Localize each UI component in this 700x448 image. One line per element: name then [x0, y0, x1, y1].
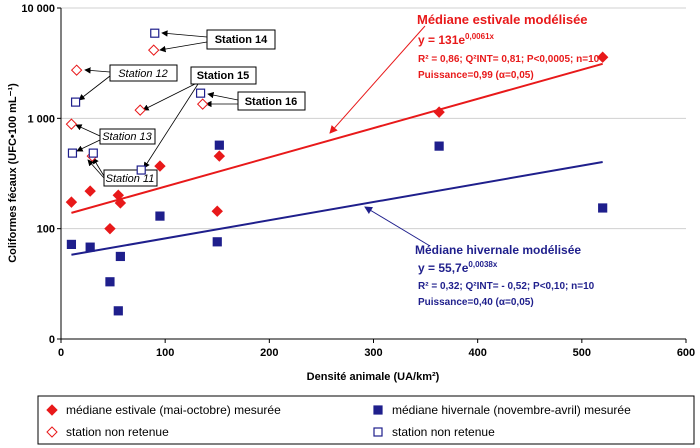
- annotation-arrow: [364, 206, 431, 247]
- square-marker: [195, 88, 206, 98]
- diamond-marker: [196, 98, 209, 110]
- legend-marker: [373, 405, 383, 415]
- square-marker: [115, 251, 125, 262]
- annotation: Puissance=0,40 (α=0,05): [418, 297, 534, 308]
- annotation: Médiane hivernale modélisée: [415, 243, 581, 257]
- legend-label: station non retenue: [392, 425, 495, 439]
- annotation: Puissance=0,99 (α=0,05): [418, 70, 534, 81]
- station-label: Station 12: [118, 68, 168, 80]
- annotation: R² = 0,86; Q²INT= 0,81; P<0,0005; n=10: [418, 54, 600, 65]
- square-marker: [85, 242, 95, 252]
- square-marker: [598, 203, 608, 213]
- x-axis-label: Densité animale (UA/km²): [307, 371, 440, 383]
- station-label: Station 14: [215, 34, 268, 46]
- annotation: R² = 0,32; Q²INT= - 0,52; P<0,10; n=10: [418, 281, 595, 292]
- square-marker: [113, 306, 123, 316]
- square-marker: [66, 239, 77, 250]
- square-marker: [434, 141, 444, 151]
- square-marker: [214, 140, 224, 150]
- station-callouts: [99, 29, 306, 187]
- diamond-marker: [70, 64, 83, 76]
- legend-marker: [373, 427, 383, 437]
- diamond-marker: [148, 44, 160, 56]
- diamond-marker: [213, 150, 226, 162]
- x-tick-label: 200: [260, 347, 278, 359]
- diamond-marker: [114, 197, 127, 209]
- square-marker: [155, 211, 165, 221]
- square-marker: [105, 277, 115, 287]
- x-tick-label: 500: [573, 347, 591, 359]
- x-tick-label: 0: [58, 347, 64, 359]
- trend-line: [71, 161, 603, 256]
- exponent: 0,0061x: [465, 32, 494, 41]
- legend-label: médiane estivale (mai-octobre) mesurée: [66, 403, 281, 417]
- station-arrows: [75, 30, 239, 179]
- diamond-marker: [134, 104, 146, 116]
- legend-marker: [46, 426, 58, 438]
- diamond-marker: [154, 160, 166, 172]
- equation: y = 131e: [418, 33, 465, 47]
- station-label: Station 16: [245, 96, 298, 108]
- equation: y = 55,7e: [418, 261, 469, 275]
- y-tick-label: 0: [49, 334, 55, 346]
- square-marker: [88, 148, 98, 158]
- diamond-marker: [65, 196, 78, 208]
- annotation: y = 131e0,0061x: [418, 32, 495, 47]
- square-marker: [70, 97, 81, 107]
- station-label: Station 11: [106, 173, 155, 185]
- exponent: 0,0038x: [468, 260, 497, 269]
- diamond-marker: [84, 185, 96, 197]
- x-tick-label: 600: [677, 347, 695, 359]
- station-label: Station 15: [197, 70, 250, 82]
- diamond-marker: [211, 205, 223, 217]
- annotation: Médiane estivale modélisée: [417, 12, 588, 27]
- x-tick-label: 100: [156, 347, 174, 359]
- diamond-marker: [65, 118, 78, 130]
- annotation: y = 55,7e0,0038x: [418, 260, 498, 275]
- diamond-marker: [596, 51, 609, 63]
- trend-line: [71, 62, 603, 214]
- square-marker: [212, 237, 222, 247]
- legend-marker: [46, 404, 58, 416]
- legend-label: station non retenue: [66, 425, 169, 439]
- square-marker: [150, 28, 160, 38]
- station-label: Station 13: [102, 131, 152, 143]
- y-axis-label: Coliformes fécaux (UFC•100 mL⁻¹): [7, 83, 19, 263]
- square-marker: [67, 148, 78, 158]
- y-tick-label: 10 000: [21, 3, 55, 15]
- x-tick-label: 300: [364, 347, 382, 359]
- annotation-arrow: [329, 25, 426, 134]
- y-tick-label: 100: [37, 224, 55, 236]
- diamond-marker: [104, 222, 116, 235]
- square-marker: [136, 165, 146, 175]
- diamond-marker: [433, 106, 445, 118]
- y-tick-label: 1 000: [27, 113, 55, 125]
- legend-label: médiane hivernale (novembre-avril) mesur…: [392, 403, 631, 417]
- x-tick-label: 400: [468, 347, 486, 359]
- legend-box: [37, 395, 695, 445]
